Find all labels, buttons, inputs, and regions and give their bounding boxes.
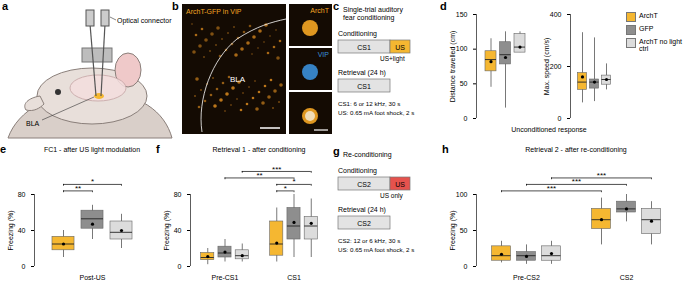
svg-text:***: *** xyxy=(572,177,581,186)
svg-text:US only: US only xyxy=(380,192,404,200)
html-text:Retrieval 1 - after conditioni: Retrieval 1 - after conditioning xyxy=(212,146,306,153)
svg-text:CS2: CS2 xyxy=(357,220,371,227)
svg-text:CS2: CS2 xyxy=(620,274,634,281)
svg-text:100: 100 xyxy=(456,45,468,52)
svg-text:CS1: CS1 xyxy=(357,83,371,90)
svg-text:0: 0 xyxy=(22,263,26,270)
svg-text:**: ** xyxy=(256,171,262,180)
svg-text:ArchT: ArchT xyxy=(310,7,329,14)
svg-text:CS1: CS1 xyxy=(287,274,301,281)
svg-text:Retrieval (24 h): Retrieval (24 h) xyxy=(338,69,386,77)
html-text:a: a xyxy=(2,0,9,12)
svg-text:0: 0 xyxy=(558,115,562,122)
html-text:h: h xyxy=(442,143,449,155)
svg-text:US+light: US+light xyxy=(380,55,405,63)
svg-text:ArchT-GFP in VIP: ArchT-GFP in VIP xyxy=(186,8,242,15)
svg-text:Conditioning: Conditioning xyxy=(338,167,377,175)
svg-text:Conditioning: Conditioning xyxy=(338,30,377,38)
html-text:ArchT: ArchT xyxy=(639,12,658,19)
svg-text:Retrieval (24 h): Retrieval (24 h) xyxy=(338,206,386,214)
svg-text:CS2: 12 or 6 kHz, 30 s: CS2: 12 or 6 kHz, 30 s xyxy=(338,237,400,244)
svg-text:*: * xyxy=(91,177,94,186)
svg-text:400: 400 xyxy=(550,11,562,18)
html-text:Unconditioned response: Unconditioned response xyxy=(511,126,587,133)
svg-text:50: 50 xyxy=(460,80,468,87)
svg-text:*: * xyxy=(292,177,295,186)
svg-text:Pre-CS1: Pre-CS1 xyxy=(212,274,239,281)
svg-text:80: 80 xyxy=(174,191,182,198)
html-text:GFP: GFP xyxy=(639,25,654,32)
svg-text:US: 0.65 mA foot shock, 2 s: US: 0.65 mA foot shock, 2 s xyxy=(338,109,414,116)
svg-text:***: *** xyxy=(547,184,556,193)
svg-text:Freezing (%): Freezing (%) xyxy=(163,210,171,250)
svg-text:US: 0.65 mA foot shock, 2 s: US: 0.65 mA foot shock, 2 s xyxy=(338,246,414,253)
svg-text:CS1: CS1 xyxy=(357,44,371,51)
svg-text:*: * xyxy=(284,184,287,193)
svg-text:Single-trial auditoryfear cond: Single-trial auditoryfear conditioning xyxy=(343,6,403,22)
svg-text:200: 200 xyxy=(550,63,562,70)
html-text:f: f xyxy=(156,143,160,155)
svg-text:US: US xyxy=(395,181,405,188)
html-text:e: e xyxy=(0,143,7,155)
svg-text:40: 40 xyxy=(174,227,182,234)
svg-text:50: 50 xyxy=(460,227,468,234)
svg-text:80: 80 xyxy=(18,191,26,198)
svg-text:Freezing (%): Freezing (%) xyxy=(449,210,457,250)
svg-text:Freezing (%): Freezing (%) xyxy=(7,210,15,250)
svg-text:Max. speed (cm/s): Max. speed (cm/s) xyxy=(543,38,551,96)
svg-text:100: 100 xyxy=(456,191,468,198)
svg-text:**: ** xyxy=(75,184,81,193)
svg-text:0: 0 xyxy=(464,263,468,270)
html-text:b: b xyxy=(172,0,179,12)
html-text:Retrieval 2 - after re-conditi: Retrieval 2 - after re-conditioning xyxy=(525,146,627,153)
svg-text:BLA: BLA xyxy=(230,75,246,84)
svg-text:***: *** xyxy=(597,171,606,180)
html-text:FC1 - after US light modulatio: FC1 - after US light modulation xyxy=(43,146,140,153)
svg-text:Pre-CS2: Pre-CS2 xyxy=(513,274,540,281)
svg-text:Distance travelled (cm): Distance travelled (cm) xyxy=(449,31,457,103)
svg-text:40: 40 xyxy=(18,227,26,234)
html-text:d: d xyxy=(440,0,447,12)
svg-text:CS2: CS2 xyxy=(357,181,371,188)
svg-text:Re-conditioning: Re-conditioning xyxy=(343,151,392,159)
svg-text:***: *** xyxy=(272,165,281,174)
svg-text:150: 150 xyxy=(456,11,468,18)
svg-text:0: 0 xyxy=(178,263,182,270)
svg-text:BLA: BLA xyxy=(26,120,40,127)
html-text:g: g xyxy=(333,145,340,157)
svg-text:Post-US: Post-US xyxy=(79,274,105,281)
svg-text:CS1: 6 or 12 kHz, 30 s: CS1: 6 or 12 kHz, 30 s xyxy=(338,100,400,107)
svg-text:US: US xyxy=(395,44,405,51)
html-text:c: c xyxy=(333,0,340,12)
svg-text:0: 0 xyxy=(464,115,468,122)
svg-text:VIP: VIP xyxy=(318,51,330,58)
svg-text:Optical connector: Optical connector xyxy=(117,17,172,25)
html-text:ArchT no light ctrl: ArchT no light ctrl xyxy=(639,38,683,52)
